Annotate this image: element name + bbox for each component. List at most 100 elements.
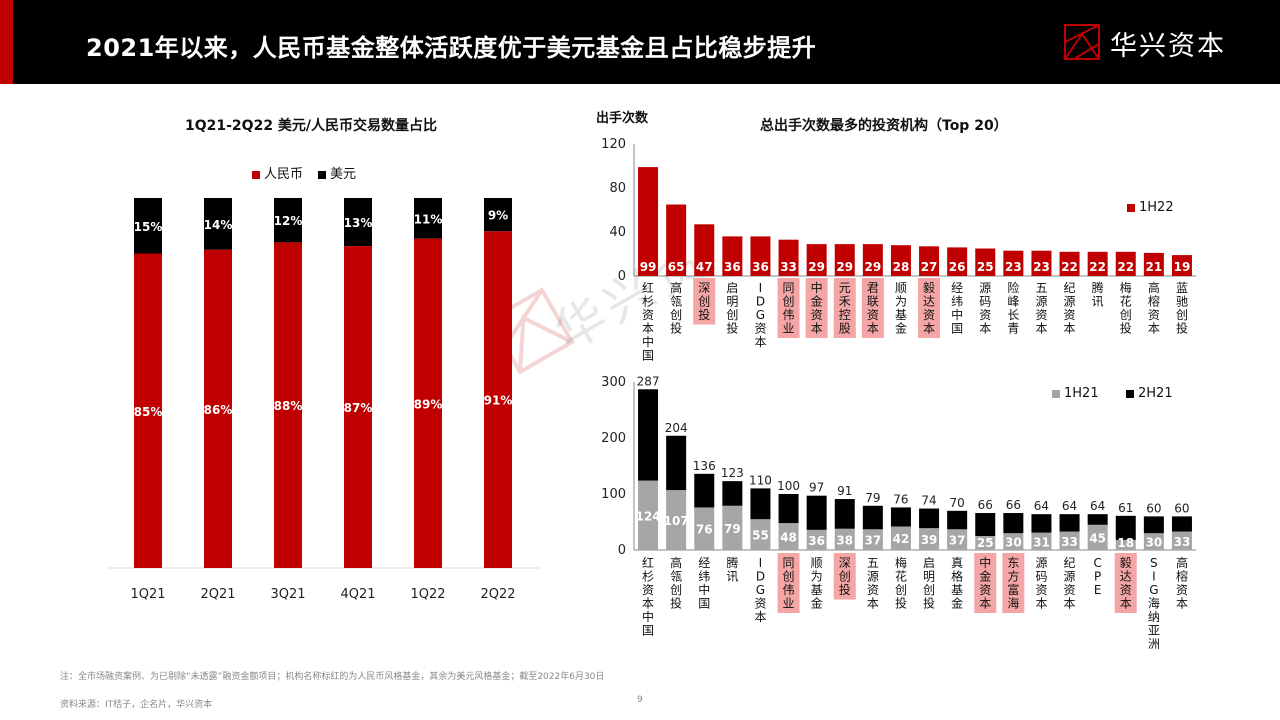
footnote: 注：全市场融资案例、为已剔除“未透露”融资金额项目；机构名称标红的为人民币风格基… — [60, 672, 605, 682]
bar-2h21 — [890, 507, 911, 527]
data-label: 29 — [836, 260, 853, 274]
y-tick-label: 0 — [618, 269, 626, 284]
data-label-total: 61 — [1118, 501, 1133, 515]
legend-label-1h22: 1H22 — [1139, 200, 1174, 215]
bar-1h22 — [834, 244, 855, 276]
legend-label-rmb: 人民币 — [264, 167, 304, 182]
x-tick-label: 纪源资本 — [1064, 556, 1076, 611]
data-label: 99 — [640, 260, 657, 274]
bar-2h21 — [1087, 514, 1108, 525]
x-tick-label: I D G 资本 — [754, 556, 766, 624]
chart-title-share: 1Q21-2Q22 美元/人民币交易数量占比 — [185, 118, 438, 134]
data-label-1h21: 107 — [664, 514, 689, 528]
data-label-rmb: 86% — [204, 403, 233, 417]
data-label: 25 — [977, 260, 994, 274]
bar-usd — [414, 198, 442, 239]
data-label-total: 287 — [637, 374, 660, 388]
data-label-rmb: 87% — [344, 401, 373, 415]
legend-swatch-rmb — [252, 170, 260, 179]
bar-1h21 — [975, 536, 996, 550]
header-accent — [0, 0, 13, 84]
bar-1h22 — [919, 246, 940, 276]
y-tick-label: 40 — [609, 225, 626, 240]
bar-1h21 — [1143, 533, 1164, 550]
x-tick-label: 梅花创投 — [895, 555, 907, 611]
bar-1h21 — [862, 529, 883, 550]
x-tick-label: 高瓴创投 — [670, 280, 682, 336]
x-tick-label: 梅花创投 — [1120, 280, 1132, 336]
bar-1h21 — [919, 528, 940, 550]
bar-1h21 — [750, 519, 771, 550]
data-label-1h21: 18 — [1117, 536, 1134, 550]
x-tick-label: 君联资本 — [867, 281, 879, 336]
x-tick-label: 高瓴创投 — [670, 555, 682, 611]
highlight-box — [1002, 553, 1025, 613]
logo-mark-icon — [1064, 24, 1100, 60]
data-label: 19 — [1174, 260, 1191, 274]
source-note: 资料来源：IT桔子，企名片，华兴资本 — [60, 700, 213, 710]
x-tick-label: 中金资本 — [811, 280, 823, 336]
data-label-1h21: 124 — [636, 509, 661, 523]
x-tick-label: 启明创投 — [726, 281, 738, 336]
bar-1h22 — [778, 239, 799, 276]
bar-rmb — [274, 242, 302, 568]
bar-2h21 — [638, 389, 659, 481]
bar-usd — [204, 198, 232, 250]
bar-1h21 — [890, 526, 911, 550]
bar-1h22 — [1171, 255, 1192, 276]
data-label-total: 76 — [893, 492, 908, 506]
data-label-rmb: 85% — [134, 405, 163, 419]
bar-1h22 — [722, 236, 743, 276]
bar-1h21 — [1115, 539, 1136, 550]
data-label: 33 — [780, 260, 797, 274]
highlight-box — [918, 278, 941, 338]
highlight-box — [833, 278, 856, 338]
data-label-1h21: 37 — [864, 534, 881, 548]
data-label-total: 97 — [809, 481, 824, 495]
x-tick-label: 东方富海 — [1007, 556, 1019, 611]
legend-1h21: 1H21 — [1052, 386, 1099, 401]
bar-2h21 — [750, 488, 771, 520]
x-tick-label: 中金资本 — [979, 555, 991, 611]
bar-1h22 — [890, 245, 911, 276]
bar-1h21 — [722, 505, 743, 550]
page-title: 2021年以来，人民币基金整体活跃度优于美元基金且占比稳步提升 — [86, 34, 817, 62]
bar-1h22 — [975, 248, 996, 276]
page-number: 9 — [637, 695, 643, 705]
bar-2h21 — [1171, 516, 1192, 532]
bar-usd — [274, 198, 302, 243]
bar-2h21 — [1003, 513, 1024, 534]
highlight-box — [1114, 553, 1137, 613]
data-label-total: 66 — [1006, 498, 1021, 512]
chart-top20-2021: 0 100 200 300 124 287 红杉资本中国 107 204 高瓴创投 76 136 经纬中… — [601, 374, 1196, 651]
bar-1h22 — [666, 204, 687, 276]
data-label-rmb: 89% — [414, 397, 443, 411]
data-label-total: 91 — [837, 484, 852, 498]
data-label-1h21: 55 — [752, 529, 769, 543]
bar-rmb — [134, 253, 162, 568]
x-tick-label: 经纬中国 — [698, 556, 710, 611]
highlight-box — [693, 278, 716, 325]
data-label-total: 60 — [1146, 501, 1161, 515]
bar-1h21 — [1059, 531, 1080, 550]
bar-2h21 — [1031, 514, 1052, 533]
data-label-total: 66 — [978, 498, 993, 512]
legend-swatch-1h21 — [1052, 389, 1060, 398]
x-tick-label: 1Q21 — [130, 587, 165, 602]
x-tick-label: 顺为基金 — [811, 556, 823, 611]
x-tick-label: 红杉资本中国 — [642, 555, 654, 638]
data-label-1h21: 37 — [949, 534, 966, 548]
x-tick-label: 五源资本 — [1035, 281, 1047, 336]
highlight-box — [777, 553, 800, 613]
chart-top20-1h22: 0 40 80 120 99 红杉资本中国 65 高瓴创投 47 深创投 36 启明创投 36 I D G 资本… — [601, 137, 1196, 363]
legend-usd: 美元 — [318, 163, 356, 182]
bar-2h21 — [1059, 514, 1080, 532]
x-tick-label: 腾讯 — [726, 555, 738, 584]
data-label-total: 70 — [950, 496, 965, 510]
bar-2h21 — [778, 494, 799, 524]
data-label-1h21: 30 — [1145, 536, 1162, 550]
bar-1h22 — [694, 224, 715, 276]
data-label-total: 110 — [749, 473, 772, 487]
data-label-1h21: 25 — [977, 536, 994, 550]
bar-1h21 — [1171, 531, 1192, 550]
